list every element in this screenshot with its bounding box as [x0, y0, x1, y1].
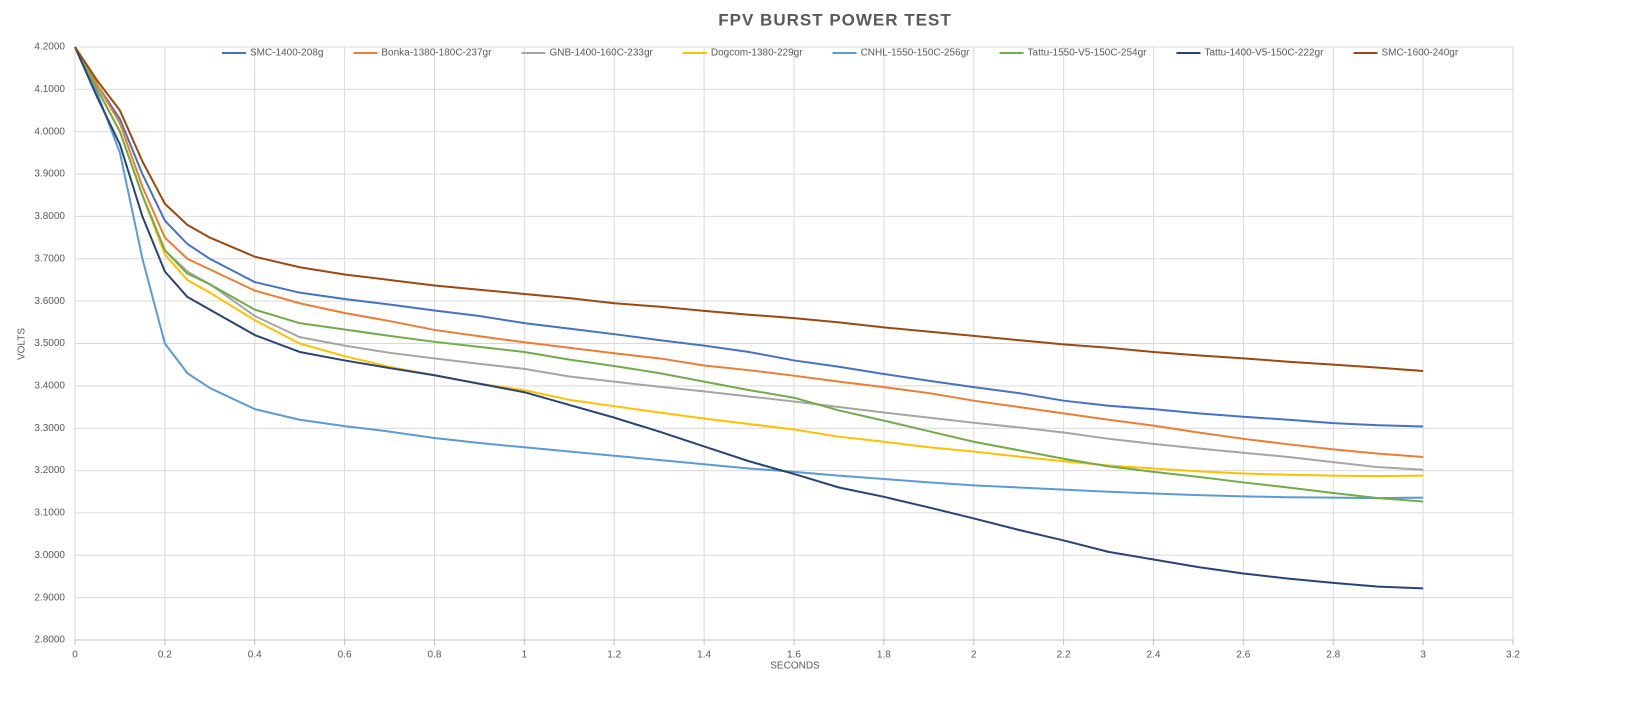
x-tick-label: 3: [1420, 650, 1426, 661]
y-tick-label: 3.9000: [34, 169, 65, 180]
legend-label: CNHL-1550-150C-256gr: [861, 48, 971, 59]
x-tick-label: 1.6: [787, 650, 801, 661]
x-tick-label: 2: [971, 650, 977, 661]
x-tick-label: 0: [72, 650, 78, 661]
y-tick-label: 4.2000: [34, 42, 65, 53]
x-tick-label: 1: [522, 650, 528, 661]
legend-label: GNB-1400-160C-233gr: [549, 48, 653, 59]
y-tick-label: 3.4000: [34, 380, 65, 391]
x-tick-label: 0.2: [158, 650, 172, 661]
x-axis-label: SECONDS: [770, 661, 820, 672]
y-tick-label: 3.1000: [34, 508, 65, 519]
x-tick-label: 3.2: [1506, 650, 1520, 661]
series-line: [74, 46, 1424, 500]
y-tick-label: 3.2000: [34, 465, 65, 476]
series-line: [74, 46, 1424, 428]
x-tick-label: 1.4: [697, 650, 711, 661]
y-tick-label: 2.9000: [34, 592, 65, 603]
legend-label: SMC-1400-208g: [250, 48, 323, 59]
x-tick-label: 2.2: [1057, 650, 1071, 661]
y-tick-label: 3.8000: [34, 211, 65, 222]
series-line: [74, 46, 1424, 459]
series-line: [74, 46, 1424, 590]
y-tick-label: 3.6000: [34, 296, 65, 307]
legend-label: Bonka-1380-180C-237gr: [381, 48, 492, 59]
x-tick-label: 0.6: [338, 650, 352, 661]
y-tick-label: 3.0000: [34, 550, 65, 561]
series-line: [74, 46, 1424, 478]
x-tick-label: 1.8: [877, 650, 891, 661]
y-tick-label: 3.5000: [34, 338, 65, 349]
x-tick-label: 0.4: [248, 650, 262, 661]
legend-label: SMC-1600-240gr: [1381, 48, 1458, 59]
x-tick-label: 2.8: [1326, 650, 1340, 661]
legend-label: Dogcom-1380-229gr: [711, 48, 803, 59]
series-line: [74, 46, 1424, 503]
y-tick-label: 3.7000: [34, 253, 65, 264]
x-tick-label: 1.2: [607, 650, 621, 661]
legend: SMC-1400-208g Bonka-1380-180C-237gr GNB-14…: [222, 48, 1459, 59]
series-line: [74, 46, 1424, 373]
legend-label: Tattu-1550-V5-150C-254gr: [1028, 48, 1148, 59]
x-tick-label: 2.4: [1147, 650, 1161, 661]
x-tick-label: 0.8: [428, 650, 442, 661]
y-tick-label: 3.3000: [34, 423, 65, 434]
y-tick-label: 4.1000: [34, 84, 65, 95]
legend-label: Tattu-1400-V5-150C-222gr: [1204, 48, 1324, 59]
y-tick-label: 2.8000: [34, 635, 65, 646]
chart-title: FPV BURST POWER TEST: [718, 10, 951, 29]
y-tick-label: 4.0000: [34, 126, 65, 137]
y-axis-label: VOLTS: [17, 328, 28, 360]
x-tick-label: 2.6: [1236, 650, 1250, 661]
